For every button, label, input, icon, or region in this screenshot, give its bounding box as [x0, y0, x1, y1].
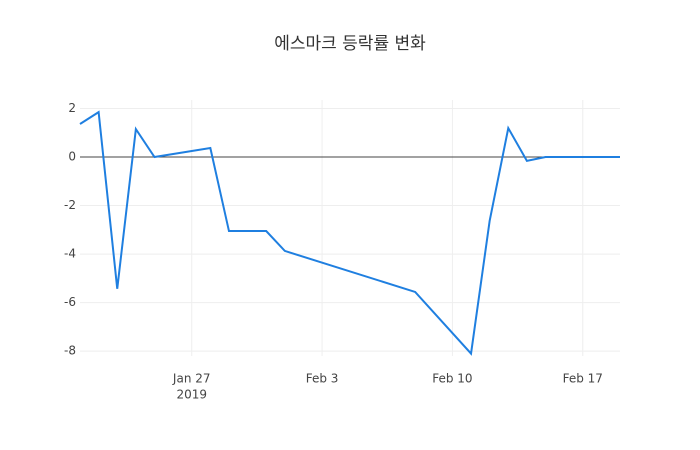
x-tick-label: Jan 27 [172, 372, 211, 386]
chart-title: 에스마크 등락률 변화 [274, 34, 426, 54]
y-tick-label: -8 [64, 344, 76, 358]
y-tick-label: -4 [64, 247, 76, 261]
y-tick-label: -2 [64, 198, 76, 212]
x-tick-label: Feb 10 [432, 372, 472, 386]
y-tick-label: -6 [64, 295, 76, 309]
x-year-label: 2019 [176, 388, 207, 402]
x-tick-label: Feb 17 [563, 372, 603, 386]
y-tick-label: 2 [68, 101, 76, 115]
y-tick-label: 0 [68, 150, 76, 164]
x-tick-label: Feb 3 [306, 372, 339, 386]
line [79, 110, 620, 356]
